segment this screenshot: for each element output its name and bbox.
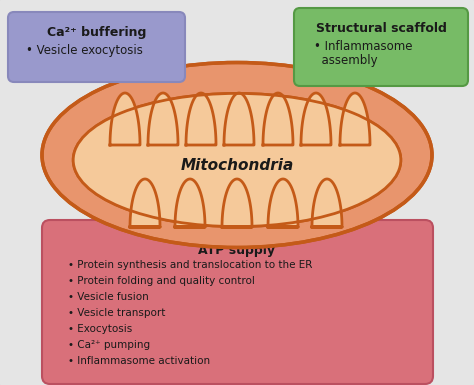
FancyBboxPatch shape — [8, 12, 185, 82]
Text: Mitochondria: Mitochondria — [181, 157, 293, 172]
Ellipse shape — [73, 94, 401, 227]
Text: • Inflammasome: • Inflammasome — [314, 40, 412, 53]
Text: • Vesicle transport: • Vesicle transport — [68, 308, 165, 318]
Polygon shape — [224, 93, 254, 145]
Text: • Protein synthesis and translocation to the ER: • Protein synthesis and translocation to… — [68, 260, 312, 270]
Polygon shape — [186, 93, 216, 145]
Text: • Ca²⁺ pumping: • Ca²⁺ pumping — [68, 340, 150, 350]
Text: • Inflammasome activation: • Inflammasome activation — [68, 356, 210, 366]
Polygon shape — [222, 179, 252, 227]
Text: Ca²⁺ buffering: Ca²⁺ buffering — [47, 26, 146, 39]
Text: • Vesicle exocytosis: • Vesicle exocytosis — [26, 44, 143, 57]
Text: • Vesicle fusion: • Vesicle fusion — [68, 292, 149, 302]
Polygon shape — [263, 93, 293, 145]
Polygon shape — [340, 93, 370, 145]
Text: • Protein folding and quality control: • Protein folding and quality control — [68, 276, 255, 286]
Polygon shape — [130, 179, 160, 227]
Ellipse shape — [73, 94, 401, 227]
Text: • Exocytosis: • Exocytosis — [68, 324, 132, 334]
Polygon shape — [312, 179, 342, 227]
Text: ATP supply: ATP supply — [199, 244, 275, 257]
Ellipse shape — [42, 62, 432, 248]
Polygon shape — [301, 93, 331, 145]
Polygon shape — [110, 93, 140, 145]
Polygon shape — [175, 179, 205, 227]
FancyBboxPatch shape — [294, 8, 468, 86]
FancyBboxPatch shape — [42, 220, 433, 384]
Polygon shape — [268, 179, 298, 227]
Text: Structural scaffold: Structural scaffold — [316, 22, 447, 35]
Text: assembly: assembly — [314, 54, 378, 67]
Polygon shape — [148, 93, 178, 145]
